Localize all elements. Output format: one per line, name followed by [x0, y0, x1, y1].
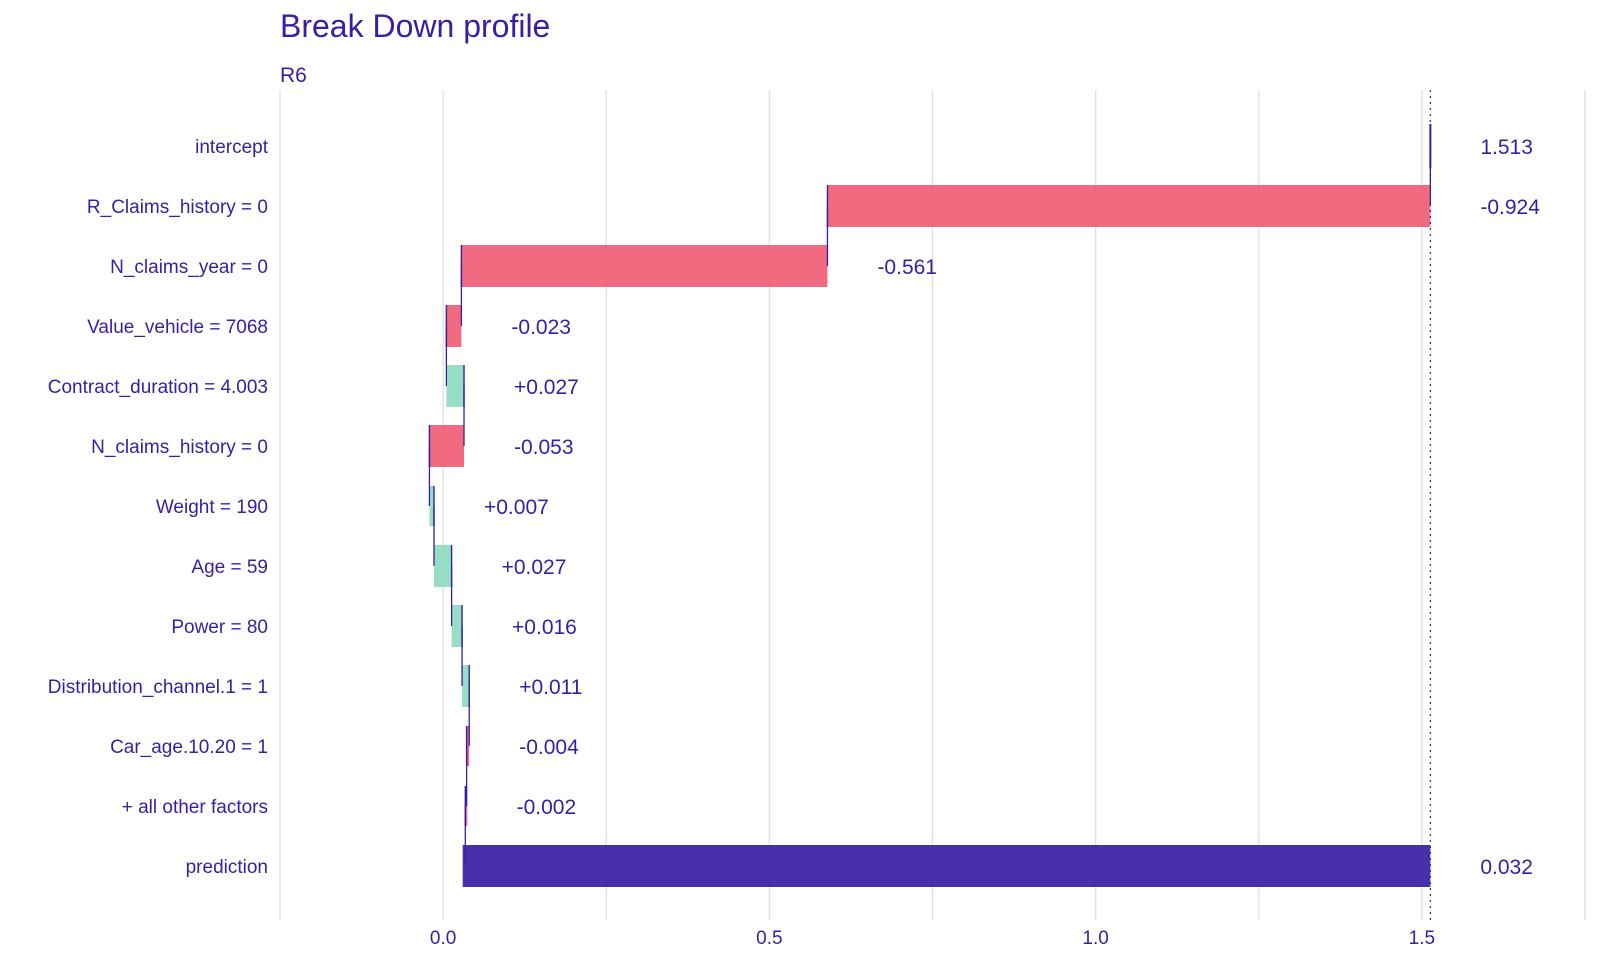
contribution-bar — [451, 605, 463, 647]
value-label: -0.924 — [1480, 196, 1540, 219]
value-label: -0.023 — [511, 316, 571, 339]
feature-label: Contract_duration = 4.003 — [48, 377, 268, 398]
contribution-bar — [827, 185, 1431, 227]
value-labels: 1.513 -0.924 -0.561 -0.023 +0.027 -0.053 +0.00… — [484, 136, 1540, 879]
contribution-bar — [446, 305, 462, 347]
value-label: -0.004 — [519, 736, 579, 759]
feature-label: Weight = 190 — [156, 497, 268, 518]
feature-label: Distribution_channel.1 = 1 — [48, 677, 268, 698]
value-label: +0.027 — [514, 376, 579, 399]
feature-label: intercept — [195, 137, 269, 158]
contribution-bar — [429, 425, 465, 467]
value-label: 0.032 — [1480, 856, 1533, 879]
value-label: +0.016 — [512, 616, 577, 639]
feature-label: N_claims_history = 0 — [91, 437, 268, 458]
feature-label: Power = 80 — [171, 617, 268, 638]
prediction-bar — [462, 845, 1431, 887]
chart-subtitle: R6 — [280, 64, 307, 87]
value-label: +0.011 — [519, 676, 582, 699]
contribution-bar — [461, 245, 828, 287]
value-label: -0.561 — [877, 256, 937, 279]
chart-title: Break Down profile — [280, 8, 550, 44]
contribution-bar — [462, 665, 470, 707]
contribution-bar — [446, 365, 465, 407]
feature-label: prediction — [186, 857, 268, 878]
value-label: -0.053 — [514, 436, 574, 459]
value-label: +0.007 — [484, 496, 549, 519]
x-tick-label: 1.5 — [1409, 928, 1435, 949]
x-tick-label: 1.0 — [1082, 928, 1108, 949]
feature-label: + all other factors — [122, 797, 268, 818]
contribution-bar — [433, 545, 452, 587]
feature-label: Age = 59 — [191, 557, 268, 578]
feature-label: R_Claims_history = 0 — [87, 197, 268, 218]
x-axis-ticks: 0.0 0.5 1.0 1.5 — [430, 928, 1435, 949]
grid-layer — [279, 90, 1586, 920]
feature-label: Value_vehicle = 7068 — [87, 317, 268, 338]
connector-layer — [428, 146, 1432, 866]
contribution-bar — [466, 726, 470, 766]
x-tick-label: 0.5 — [756, 928, 782, 949]
feature-label: Car_age.10.20 = 1 — [110, 737, 268, 758]
feature-labels: intercept R_Claims_history = 0 N_claims_ye… — [48, 137, 269, 878]
bar-layer — [428, 124, 1432, 887]
value-label: 1.513 — [1480, 136, 1533, 159]
x-tick-label: 0.0 — [430, 928, 456, 949]
feature-label: N_claims_year = 0 — [110, 257, 268, 278]
value-label: -0.002 — [517, 796, 577, 819]
value-label: +0.027 — [502, 556, 567, 579]
contribution-bar — [429, 486, 434, 526]
